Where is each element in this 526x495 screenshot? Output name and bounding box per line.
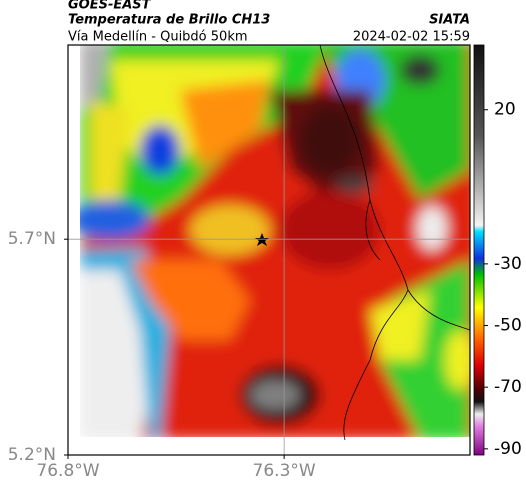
- colorbar: [473, 44, 485, 456]
- route: Vía Medellín - Quibdó 50km: [68, 30, 248, 45]
- satellite-image: [68, 45, 470, 455]
- source: SIATA: [429, 13, 470, 28]
- subtitle: Temperatura de Brillo CH13: [68, 13, 270, 28]
- y-tick-label: 5.7°N: [8, 229, 56, 249]
- colorbar-tick-label: -70: [494, 377, 522, 397]
- x-tick-label: 76.8°W: [36, 461, 99, 481]
- x-tick-label: 76.3°W: [253, 461, 316, 481]
- timestamp: 2024-02-02 15:59: [353, 30, 470, 45]
- colorbar-tick-label: -30: [494, 254, 522, 274]
- colorbar-tick-label: -90: [494, 439, 522, 459]
- y-tick-label: 5.2°N: [8, 445, 56, 465]
- colorbar-tick-label: 20: [494, 100, 516, 120]
- colorbar-tick-label: -50: [494, 316, 522, 336]
- title: GOES-EAST: [68, 0, 152, 13]
- map-frame: [67, 44, 471, 456]
